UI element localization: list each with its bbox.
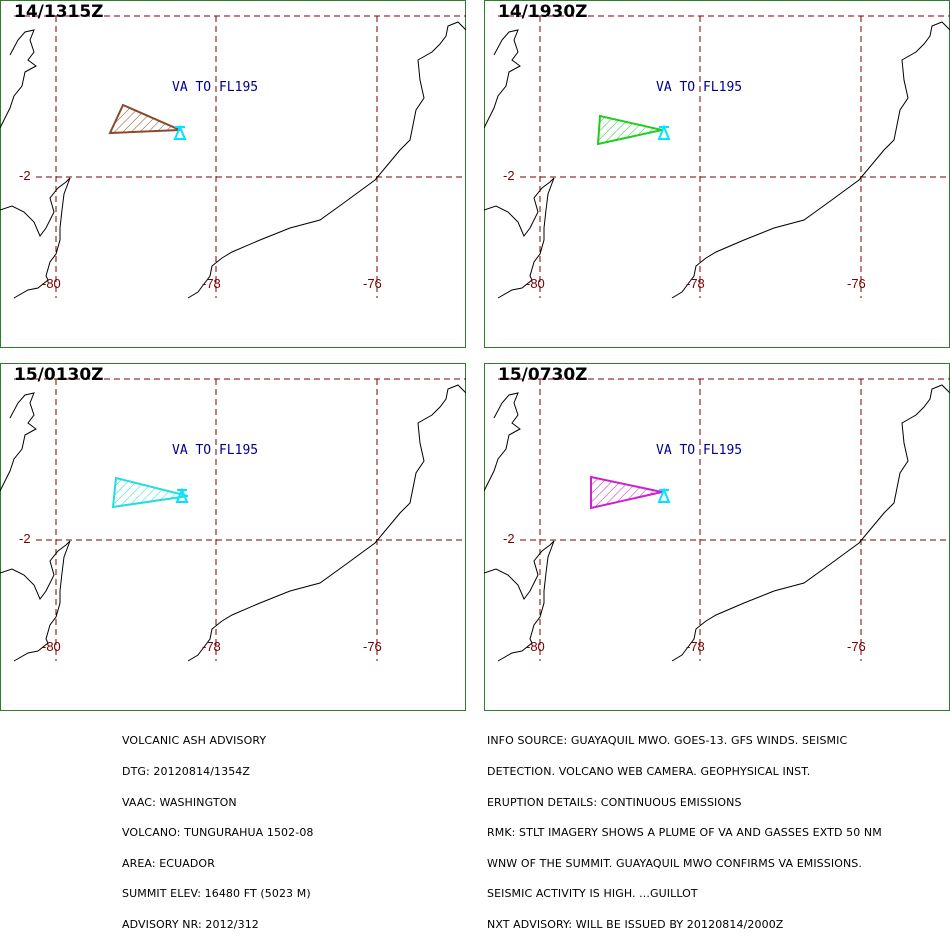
valid-time-label: 14/1930Z: [498, 2, 588, 22]
panel-border: [484, 363, 950, 711]
advisory-line: DTG: 20120814/1354Z: [122, 765, 251, 779]
advisory-line: RMK: STLT IMAGERY SHOWS A PLUME OF VA AN…: [487, 826, 882, 840]
panel-border: [484, 0, 950, 348]
ash-height-label: VA TO FL195: [656, 443, 743, 458]
ash-plume-polygon: [590, 475, 663, 510]
coastline: [187, 21, 466, 299]
longitude-label: -80: [526, 639, 545, 654]
forecast-panel-3: 15/0130Z VA TO FL195 -2 -80 -78 -76: [0, 363, 466, 711]
advisory-line: AREA: ECUADOR: [122, 856, 215, 870]
longitude-label: -78: [202, 276, 221, 291]
latitude-label: -2: [503, 531, 515, 546]
ash-plume-polygon: [111, 476, 189, 509]
advisory-line: ADVISORY NR: 2012/312: [122, 918, 259, 932]
advisory-line: SUMMIT ELEV: 16480 FT (5023 M): [122, 887, 311, 901]
coastline: [0, 392, 71, 662]
panel-border: [0, 363, 466, 711]
longitude-label: -76: [363, 276, 382, 291]
map-canvas: [0, 363, 466, 711]
longitude-label: -78: [686, 639, 705, 654]
advisory-line: VAAC: WASHINGTON: [122, 795, 237, 809]
coastline: [484, 29, 555, 299]
longitude-label: -76: [847, 639, 866, 654]
advisory-left-block: VOLCANIC ASH ADVISORY DTG: 20120814/1354…: [122, 716, 314, 940]
longitude-label: -80: [42, 639, 61, 654]
ash-plume-polygon: [108, 103, 181, 135]
coastline: [671, 384, 950, 662]
coastline: [0, 29, 71, 299]
advisory-line: WNW OF THE SUMMIT. GUAYAQUIL MWO CONFIRM…: [487, 856, 862, 870]
longitude-label: -76: [363, 639, 382, 654]
map-canvas: [484, 363, 950, 711]
advisory-line: VOLCANIC ASH ADVISORY: [122, 734, 267, 748]
advisory-line: ERUPTION DETAILS: CONTINUOUS EMISSIONS: [487, 795, 742, 809]
advisory-line: SEISMIC ACTIVITY IS HIGH. ...GUILLOT: [487, 887, 698, 901]
coastline: [484, 392, 555, 662]
longitude-label: -80: [42, 276, 61, 291]
latitude-label: -2: [19, 531, 31, 546]
longitude-label: -78: [202, 639, 221, 654]
coastline: [671, 21, 950, 299]
forecast-panel-2: 14/1930Z VA TO FL195 -2 -80 -78 -76: [484, 0, 950, 348]
advisory-right-block: INFO SOURCE: GUAYAQUIL MWO. GOES-13. GFS…: [487, 716, 882, 940]
latitude-label: -2: [19, 168, 31, 183]
ash-height-label: VA TO FL195: [172, 443, 259, 458]
volcano-marker-icon: [657, 124, 671, 140]
map-canvas: [0, 0, 466, 348]
advisory-line: VOLCANO: TUNGURAHUA 1502-08: [122, 826, 314, 840]
valid-time-label: 15/0130Z: [14, 365, 104, 385]
valid-time-label: 15/0730Z: [498, 365, 588, 385]
volcano-marker-icon: [173, 124, 187, 140]
map-canvas: [484, 0, 950, 348]
advisory-line: DETECTION. VOLCANO WEB CAMERA. GEOPHYSIC…: [487, 765, 811, 779]
panel-border: [0, 0, 466, 348]
advisory-line: NXT ADVISORY: WILL BE ISSUED BY 20120814…: [487, 918, 784, 932]
valid-time-label: 14/1315Z: [14, 2, 104, 22]
longitude-label: -76: [847, 276, 866, 291]
volcano-marker-icon: [175, 487, 189, 503]
latitude-label: -2: [503, 168, 515, 183]
forecast-panel-4: 15/0730Z VA TO FL195 -2 -80 -78 -76: [484, 363, 950, 711]
longitude-label: -78: [686, 276, 705, 291]
volcano-marker-icon: [657, 487, 671, 503]
ash-plume-polygon: [596, 114, 663, 146]
advisory-line: INFO SOURCE: GUAYAQUIL MWO. GOES-13. GFS…: [487, 734, 848, 748]
ash-height-label: VA TO FL195: [172, 80, 259, 95]
forecast-panel-1: 14/1315Z VA TO FL195 -2 -80 -78 -76: [0, 0, 466, 348]
longitude-label: -80: [526, 276, 545, 291]
ash-height-label: VA TO FL195: [656, 80, 743, 95]
coastline: [187, 384, 466, 662]
